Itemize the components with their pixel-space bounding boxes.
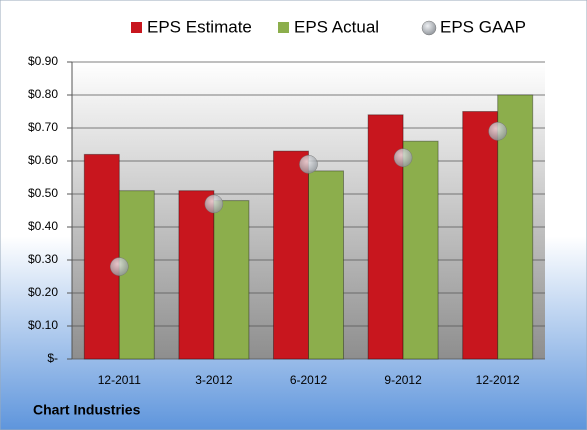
legend-label: EPS Actual	[294, 17, 379, 36]
x-tick-label: 12-2011	[98, 373, 141, 387]
y-tick-label: $0.80	[28, 87, 58, 101]
x-tick-label: 3-2012	[195, 373, 233, 387]
y-tick-label: $0.40	[28, 219, 58, 233]
x-tick-label: 12-2012	[476, 373, 520, 387]
y-tick-label: $0.10	[28, 318, 58, 332]
y-tick-label: $0.50	[28, 186, 58, 200]
x-tick-label: 9-2012	[384, 373, 422, 387]
y-tick-label: $0.30	[28, 252, 58, 266]
point	[393, 148, 413, 167]
point	[488, 122, 507, 141]
bar	[83, 153, 120, 360]
point	[299, 155, 318, 174]
y-tick-label: $-	[47, 351, 58, 365]
y-tick-label: $0.60	[28, 153, 58, 167]
bar	[213, 200, 250, 360]
bar	[462, 111, 499, 360]
x-tick-label: 6-2012	[290, 373, 328, 387]
legend-label: EPS Estimate	[147, 17, 252, 36]
y-tick-label: $0.70	[28, 120, 58, 134]
bar	[402, 140, 439, 360]
legend-marker	[278, 22, 289, 33]
bar	[273, 150, 309, 360]
point	[110, 257, 129, 276]
bar	[118, 190, 155, 360]
y-tick-label: $0.90	[28, 54, 58, 68]
footnote: Chart Industries	[33, 402, 141, 418]
bar	[497, 94, 534, 360]
bar	[178, 190, 215, 360]
legend-label: EPS GAAP	[440, 17, 526, 36]
bar	[308, 170, 344, 360]
legend-marker	[421, 20, 437, 36]
point	[204, 194, 224, 214]
y-tick-label: $0.20	[28, 285, 58, 299]
legend-marker	[131, 22, 142, 33]
